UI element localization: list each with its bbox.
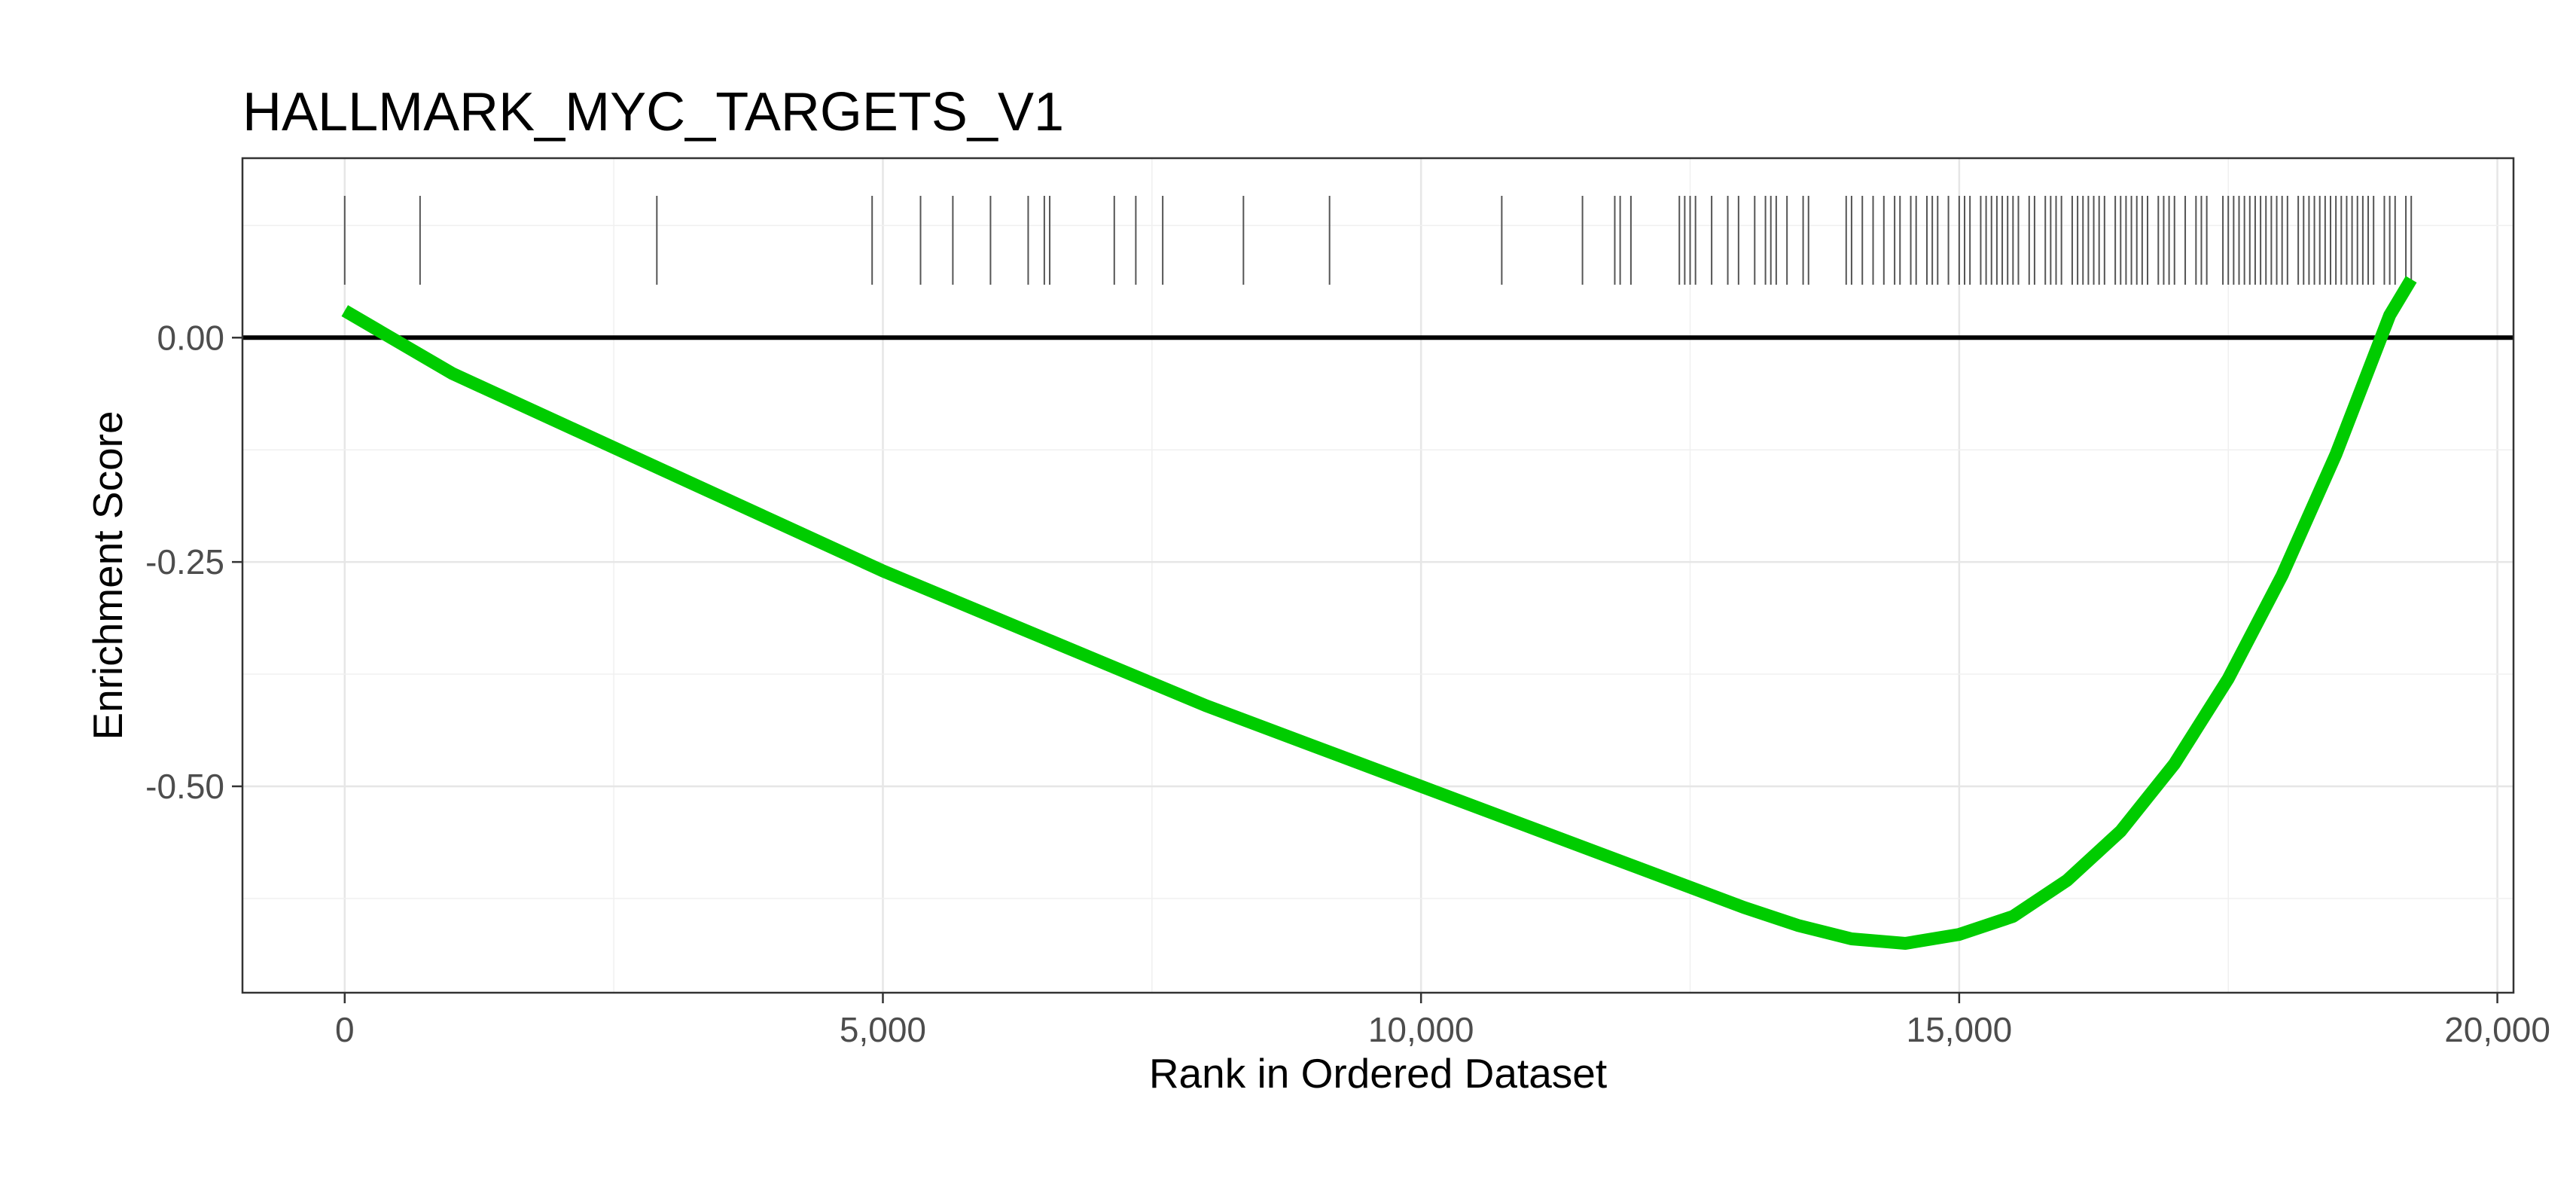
y-tick-label: 0.00 — [157, 318, 224, 357]
x-tick-label: 0 — [335, 1010, 355, 1049]
y-tick-label: -0.25 — [145, 542, 224, 581]
x-axis-title: Rank in Ordered Dataset — [1149, 1050, 1607, 1097]
panel-border — [241, 157, 2515, 994]
grid-lines — [242, 158, 2514, 993]
x-tick-label: 20,000 — [2444, 1010, 2550, 1049]
x-tick-label: 15,000 — [1907, 1010, 2013, 1049]
gene-hit-ticks — [343, 196, 2413, 285]
chart-title: HALLMARK_MYC_TARGETS_V1 — [242, 82, 1064, 142]
y-axis-ticks: 0.00 -0.25 -0.50 — [145, 318, 242, 806]
x-axis-ticks: 0 5,000 10,000 15,000 20,000 — [335, 993, 2550, 1049]
x-tick-label: 5,000 — [840, 1010, 926, 1049]
y-axis-title: Enrichment Score — [84, 410, 131, 740]
y-tick-label: -0.50 — [145, 767, 224, 806]
x-tick-label: 10,000 — [1368, 1010, 1474, 1049]
enrichment-score-line — [341, 276, 2417, 950]
series-layer — [341, 276, 2417, 950]
